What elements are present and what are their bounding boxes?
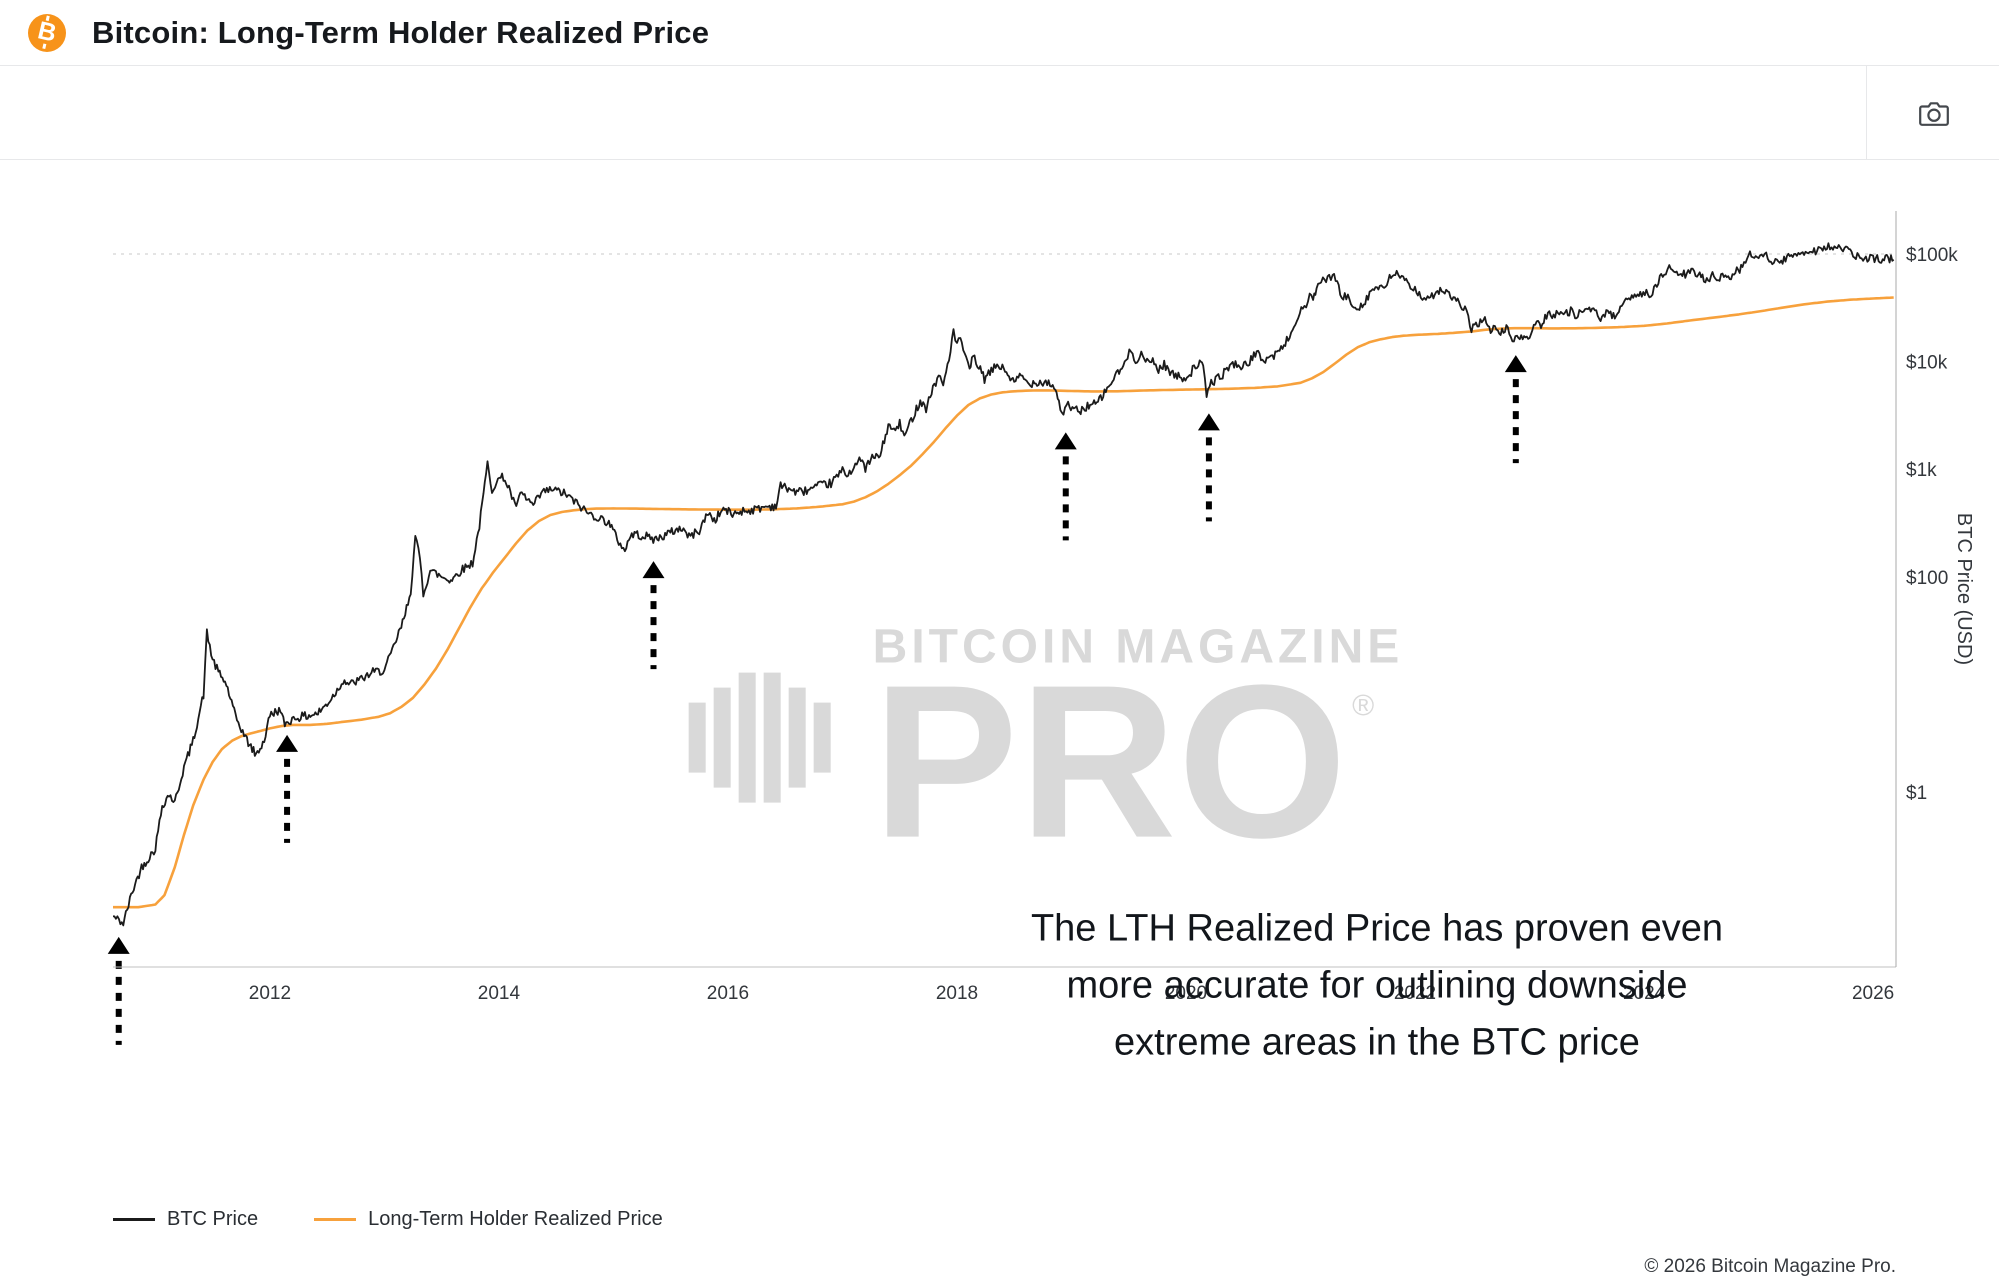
y-tick-label: $100 — [1906, 568, 1948, 589]
price-chart[interactable]: $100k $10k $1k $100 $1 2012 2014 2016 2018 2020 20… — [0, 160, 1999, 1124]
bitcoin-logo-icon: B — [28, 13, 66, 52]
arrow-head-2 — [276, 734, 299, 752]
header: B Bitcoin: Long-Term Holder Realized Pri… — [0, 0, 1999, 66]
legend-item-lth-realized-price[interactable]: Long-Term Holder Realized Price — [314, 1208, 663, 1231]
annotation-line-2: more accurate for outlining downside — [1066, 964, 1688, 1007]
arrow-head-1 — [107, 936, 130, 954]
arrow-head-3 — [642, 561, 665, 579]
page-title: Bitcoin: Long-Term Holder Realized Price — [92, 14, 710, 50]
arrow-head-4 — [1054, 432, 1077, 450]
registered-mark-icon: ® — [1352, 689, 1375, 723]
legend: BTC Price Long-Term Holder Realized Price — [113, 1208, 663, 1231]
watermark-text: BITCOIN MAGAZINE PRO ® — [872, 620, 1404, 884]
bitcoin-b-glyph: B — [35, 16, 60, 48]
toolbar — [0, 66, 1999, 160]
watermark: BITCOIN MAGAZINE PRO ® — [685, 620, 1404, 884]
chart-annotation: The LTH Realized Price has proven even m… — [947, 901, 1807, 1072]
arrow-head-6 — [1504, 355, 1527, 373]
x-tick-label: 2018 — [936, 983, 978, 1004]
annotation-line-1: The LTH Realized Price has proven even — [1030, 907, 1724, 950]
legend-label: Long-Term Holder Realized Price — [368, 1208, 663, 1230]
x-tick-label: 2026 — [1852, 983, 1894, 1004]
chart-region: BITCOIN MAGAZINE PRO ® $100k $10k $1k $100 $… — [0, 160, 1999, 1277]
x-tick-label: 2020 — [1165, 983, 1207, 1004]
series-group — [113, 242, 1895, 927]
btc-price-line — [113, 242, 1895, 927]
arrow-head-5 — [1197, 413, 1220, 431]
y-tick-label: $1k — [1906, 460, 1937, 481]
x-tick-label: 2016 — [707, 983, 749, 1004]
legend-swatch — [113, 1218, 155, 1221]
screenshot-button[interactable] — [1906, 94, 1962, 132]
camera-icon — [1919, 101, 1949, 126]
watermark-pro-row: PRO ® — [872, 640, 1404, 884]
annotation-line-3: extreme areas in the BTC price — [1114, 1021, 1640, 1064]
bitcoin-magazine-bars-icon — [688, 673, 831, 803]
toolbar-divider — [1866, 66, 1867, 160]
x-tick-label: 2022 — [1394, 983, 1436, 1004]
lth-realized-price-line — [113, 296, 1894, 909]
y-axis-title: BTC Price (USD) — [1953, 513, 1975, 665]
x-tick-label: 2012 — [249, 983, 291, 1004]
x-tick-label: 2024 — [1623, 983, 1666, 1004]
copyright: © 2026 Bitcoin Magazine Pro. — [1644, 1256, 1896, 1277]
legend-swatch — [314, 1218, 357, 1221]
y-tick-label: $10k — [1906, 353, 1948, 374]
y-tick-label: $100k — [1906, 245, 1958, 266]
legend-label: BTC Price — [167, 1208, 259, 1230]
watermark-brand: BITCOIN MAGAZINE — [872, 620, 1404, 674]
bottom-arrows — [107, 355, 1527, 1045]
x-tick-label: 2014 — [478, 983, 521, 1004]
watermark-pro: PRO — [872, 640, 1349, 884]
y-tick-label: $1 — [1906, 783, 1927, 804]
legend-item-btc-price[interactable]: BTC Price — [113, 1208, 258, 1231]
